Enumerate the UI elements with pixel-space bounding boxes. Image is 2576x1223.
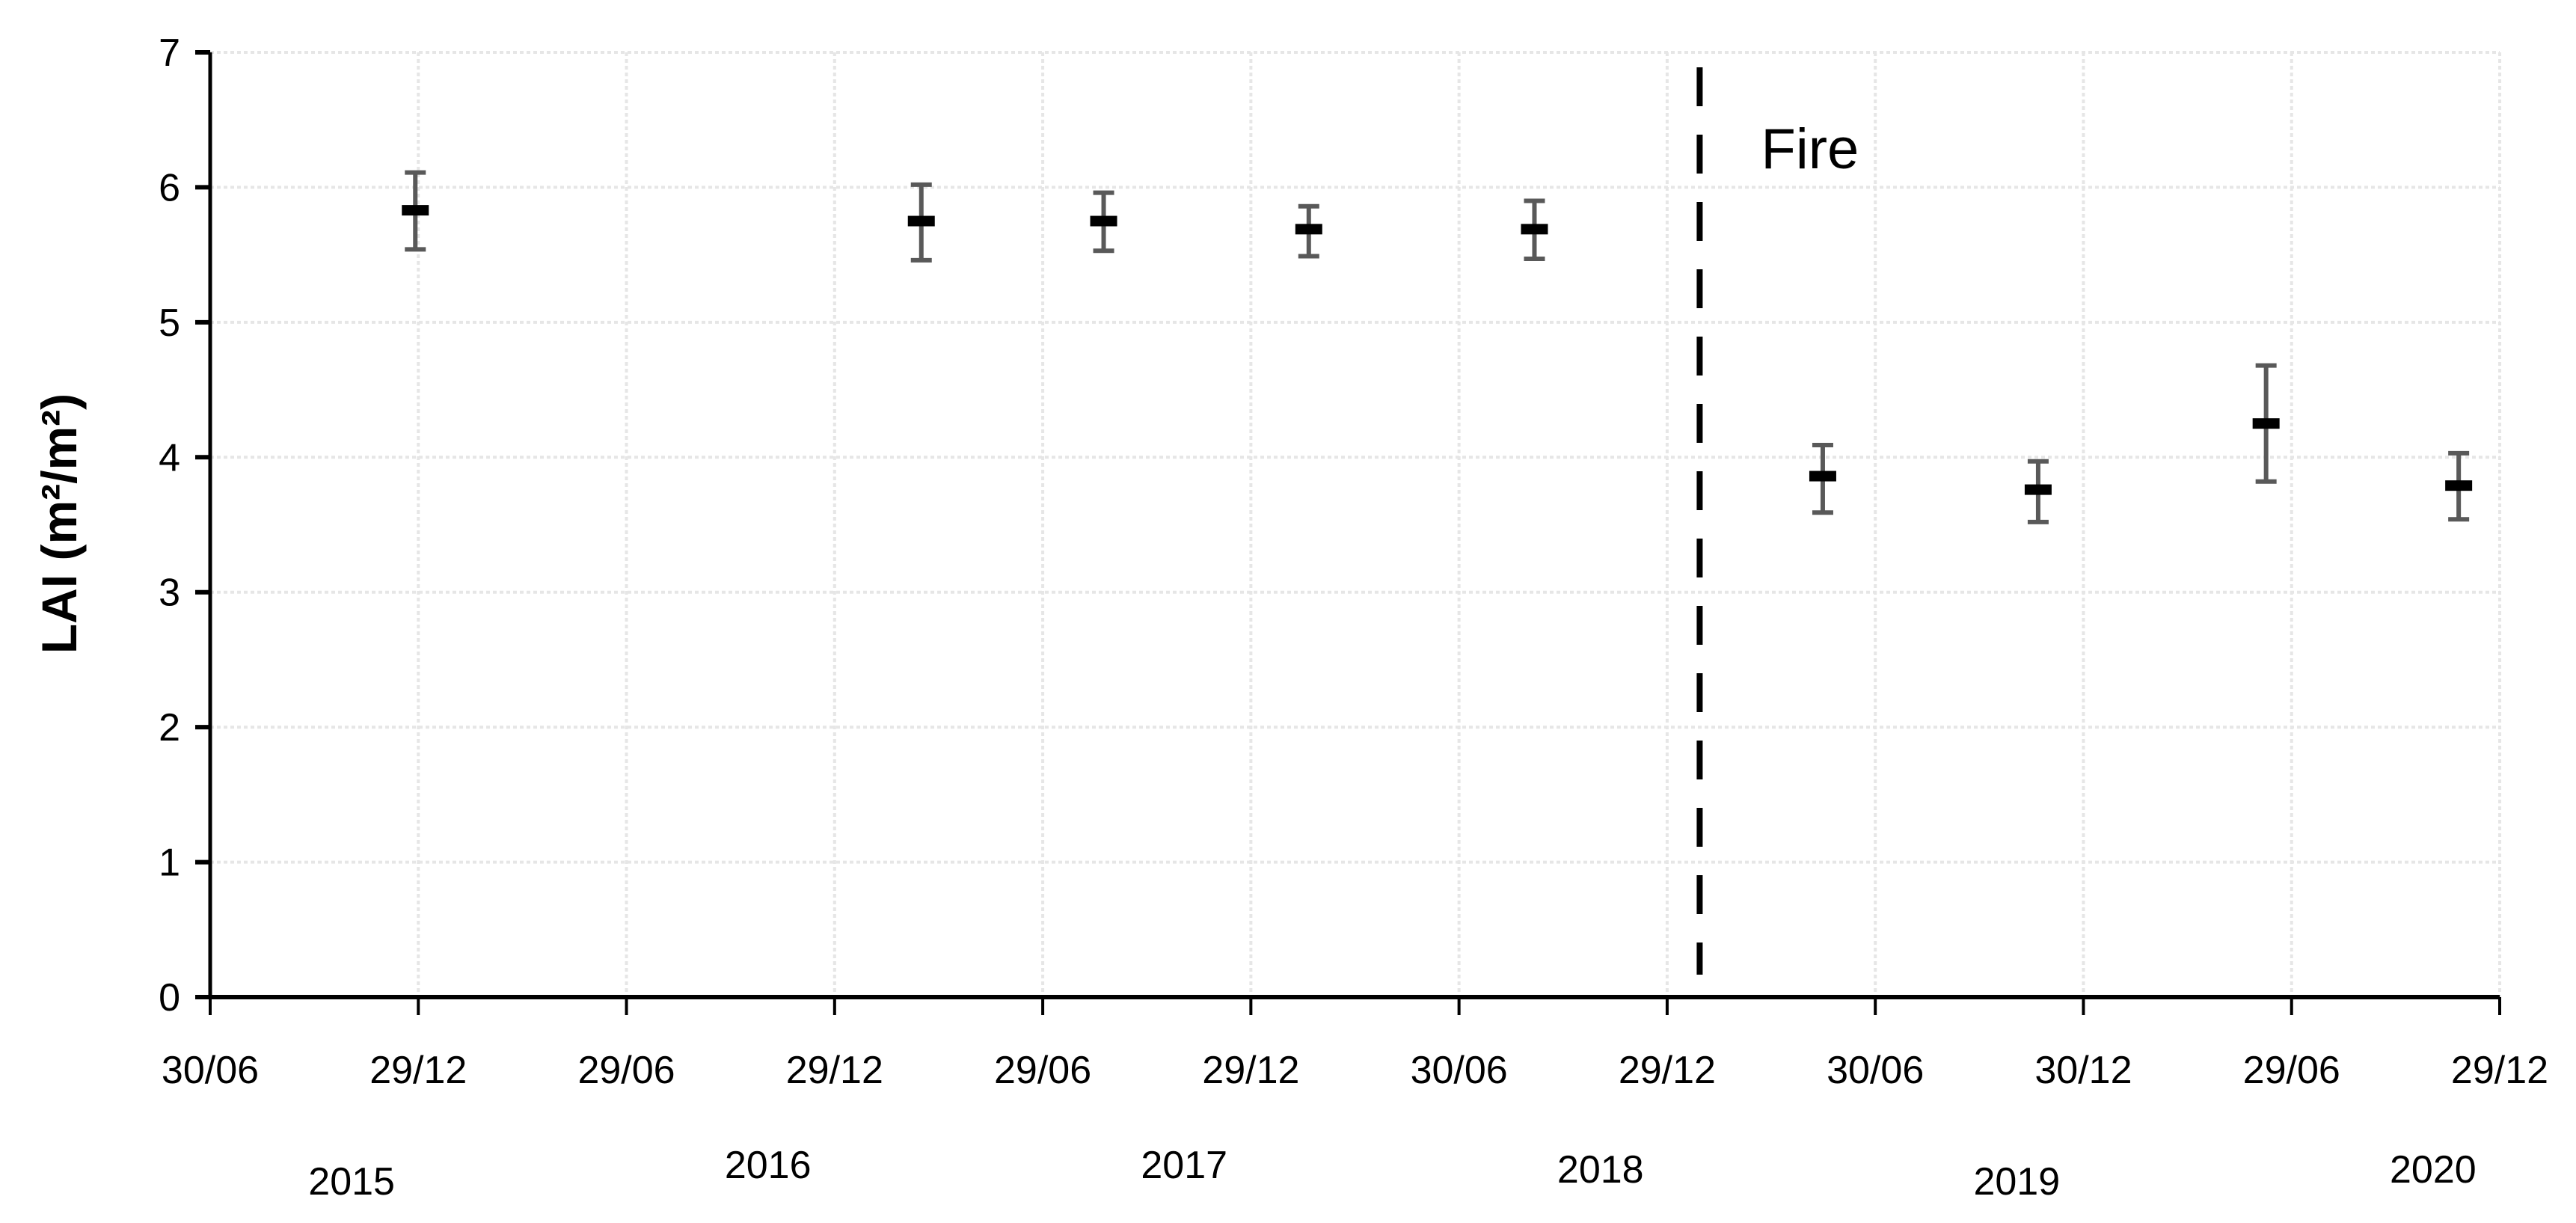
x-tick-label: 29/12 [369, 1049, 467, 1092]
x-tick-label: 29/12 [2451, 1049, 2548, 1092]
year-labels: 2015 2016 2017 2018 2019 2020 [308, 1144, 2476, 1204]
fire-label: Fire [1761, 117, 1859, 181]
x-tick-label: 30/06 [1827, 1049, 1924, 1092]
data-point-marker [402, 205, 429, 216]
x-tick-label: 29/12 [1202, 1049, 1299, 1092]
year-label: 2016 [725, 1144, 812, 1187]
y-axis: 0 1 2 3 4 5 6 7 [159, 31, 212, 1020]
data-point-marker [907, 215, 935, 227]
x-tick-label: 29/06 [2243, 1049, 2340, 1092]
y-axis-label: LAI (m²/m²) [31, 393, 87, 654]
y-tick-label: 2 [159, 706, 180, 750]
x-tick-label: 29/12 [1619, 1049, 1716, 1092]
year-label: 2015 [308, 1160, 395, 1204]
y-tick-label: 4 [159, 436, 180, 479]
annotations: Fire [1696, 67, 1859, 975]
y-tick-label: 6 [159, 166, 180, 209]
year-label: 2017 [1141, 1144, 1227, 1187]
y-tick-label: 0 [159, 976, 180, 1020]
year-label: 2020 [2390, 1148, 2477, 1192]
x-tick-label: 30/06 [1411, 1049, 1508, 1092]
year-label: 2018 [1557, 1148, 1644, 1192]
data-point-marker [1521, 224, 1548, 235]
y-tick-label: 7 [159, 31, 180, 75]
y-tick-label: 3 [159, 571, 180, 615]
x-tick-label: 30/12 [2034, 1049, 2132, 1092]
year-label: 2019 [1973, 1160, 2060, 1204]
data-point-marker [2024, 484, 2052, 495]
x-tick-label: 29/06 [994, 1049, 1091, 1092]
data-point-marker [1295, 224, 1322, 235]
x-tick-label: 30/06 [162, 1049, 259, 1092]
x-axis: 30/06 29/12 29/06 29/12 29/06 29/12 30/06 29/12… [162, 995, 2548, 1092]
data-point-marker [2445, 480, 2473, 491]
y-tick-label: 5 [159, 301, 180, 345]
data-point-marker [1809, 470, 1836, 482]
data-point-marker [2252, 418, 2280, 429]
data-point-marker [1090, 215, 1117, 227]
grid [210, 51, 2501, 997]
x-tick-label: 29/12 [786, 1049, 883, 1092]
x-tick-label: 29/06 [577, 1049, 675, 1092]
data-points [402, 170, 2473, 524]
y-tick-label: 1 [159, 842, 180, 885]
